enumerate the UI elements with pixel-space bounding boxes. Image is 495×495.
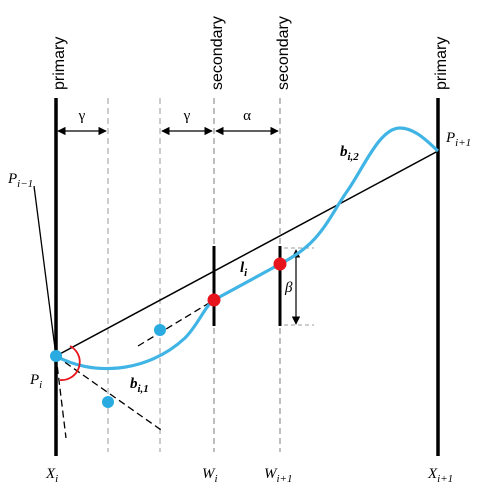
label-gamma-mid: γ [183, 108, 191, 124]
label-w-i: Wi [202, 466, 218, 485]
label-p-prev: Pi−1 [7, 171, 33, 190]
label-b-i2: bi,2 [340, 144, 359, 163]
label-gamma-left: γ [78, 108, 86, 124]
chord-line [55, 150, 439, 357]
label-l-i: li [240, 260, 248, 279]
label-w-next: Wi+1 [264, 466, 292, 485]
label-p-next: Pi+1 [445, 130, 471, 149]
waypoint-wi1 [273, 257, 287, 271]
label-secondary-1: secondary [209, 16, 226, 90]
label-p-i: Pi [29, 372, 42, 391]
label-alpha: α [243, 108, 251, 124]
waypoint-wi [207, 293, 221, 307]
bezier-curve [55, 126, 440, 371]
label-beta: β [284, 280, 293, 296]
tangent-dashed-outgoing [55, 355, 165, 433]
control-point-pi [50, 350, 62, 362]
tangent-dashed-down [55, 355, 67, 439]
tangent-dashed-secondary [137, 299, 215, 347]
label-x-i: Xi [45, 466, 58, 485]
label-primary-right: primary [433, 37, 450, 90]
label-secondary-2: secondary [275, 16, 292, 90]
label-primary-left: primary [51, 37, 68, 90]
label-x-next: Xi+1 [427, 466, 453, 485]
control-point-1 [102, 396, 114, 408]
prev-direction-line [33, 185, 57, 357]
label-b-i1: bi,1 [130, 376, 149, 395]
angle-arc [59, 345, 81, 381]
control-point-2 [154, 324, 166, 336]
